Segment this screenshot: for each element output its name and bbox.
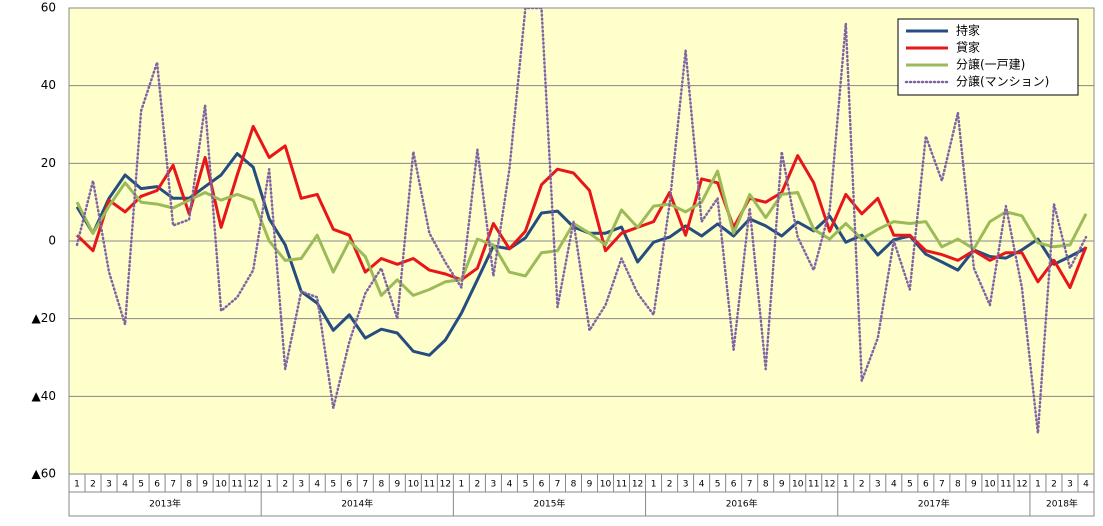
x-tick-label: 2 [1051,480,1057,490]
x-tick-label: 4 [699,480,705,490]
x-tick-label: 4 [891,480,897,490]
x-tick-label: 5 [907,480,913,490]
x-tick-label: 10 [984,480,996,490]
x-tick-label: 3 [491,480,497,490]
x-tick-label: 11 [808,480,819,490]
x-tick-label: 12 [440,480,451,490]
x-tick-label: 5 [330,480,336,490]
x-tick-label: 3 [683,480,689,490]
x-tick-label: 6 [346,480,352,490]
y-tick-label: ▲20 [32,311,57,325]
x-tick-label: 2 [282,480,288,490]
x-tick-label: 4 [1083,480,1089,490]
x-tick-label: 11 [1000,480,1011,490]
x-tick-label: 9 [971,480,977,490]
x-tick-label: 11 [424,480,435,490]
x-tick-label: 8 [955,480,961,490]
x-tick-label: 11 [616,480,627,490]
x-tick-label: 1 [843,480,849,490]
x-tick-label: 10 [215,480,227,490]
x-tick-label: 5 [138,480,144,490]
x-tick-label: 8 [571,480,577,490]
legend-label: 貸家 [956,40,980,55]
x-tick-label: 12 [1016,480,1027,490]
x-tick-label: 6 [154,480,160,490]
x-tick-label: 7 [362,480,368,490]
x-tick-label: 7 [939,480,945,490]
x-tick-label: 6 [731,480,737,490]
x-tick-label: 7 [170,480,176,490]
year-label: 2014年 [341,498,373,510]
x-tick-label: 3 [106,480,112,490]
x-tick-label: 12 [247,480,258,490]
x-tick-label: 6 [539,480,545,490]
x-tick-label: 9 [202,480,208,490]
year-label: 2016年 [726,498,758,510]
x-tick-label: 1 [651,480,657,490]
x-tick-label: 2 [475,480,481,490]
legend-label: 分譲(一戸建) [956,57,1025,72]
x-tick-label: 8 [186,480,192,490]
x-tick-label: 7 [747,480,753,490]
x-tick-label: 10 [408,480,420,490]
x-tick-label: 10 [792,480,804,490]
x-tick-label: 1 [1035,480,1041,490]
y-tick-label: 60 [41,1,56,15]
legend-label: 持家 [956,23,980,38]
year-label: 2015年 [534,498,566,510]
y-tick-label: ▲60 [32,467,57,481]
x-tick-label: 7 [555,480,561,490]
series-line [75,124,1088,290]
x-tick-label: 11 [231,480,242,490]
y-tick-label: 0 [48,234,56,248]
x-tick-label: 2 [859,480,865,490]
x-tick-label: 9 [394,480,400,490]
x-tick-label: 8 [763,480,769,490]
x-tick-label: 5 [523,480,529,490]
y-tick-label: 40 [41,78,56,92]
x-tick-label: 1 [74,480,80,490]
x-tick-label: 1 [266,480,272,490]
x-tick-label: 3 [298,480,304,490]
x-tick-label: 12 [632,480,643,490]
x-tick-label: 8 [378,480,384,490]
x-tick-label: 10 [600,480,612,490]
x-tick-label: 1 [459,480,465,490]
x-tick-label: 9 [779,480,785,490]
year-label: 2018年 [1046,498,1078,510]
x-tick-label: 5 [715,480,721,490]
legend-label: 分譲(マンション) [956,74,1049,89]
x-tick-label: 9 [587,480,593,490]
x-tick-label: 4 [122,480,128,490]
year-label: 2017年 [918,498,950,510]
series-line [75,8,1088,435]
x-tick-label: 6 [923,480,929,490]
x-tick-label: 2 [667,480,673,490]
x-tick-label: 3 [1067,480,1073,490]
x-tick-label: 4 [507,480,513,490]
x-tick-label: 2 [90,480,96,490]
x-tick-label: 12 [824,480,835,490]
y-tick-label: 20 [41,156,56,170]
y-tick-label: ▲40 [32,389,57,403]
x-tick-label: 3 [875,480,881,490]
year-label: 2013年 [149,498,181,510]
x-tick-label: 4 [314,480,320,490]
